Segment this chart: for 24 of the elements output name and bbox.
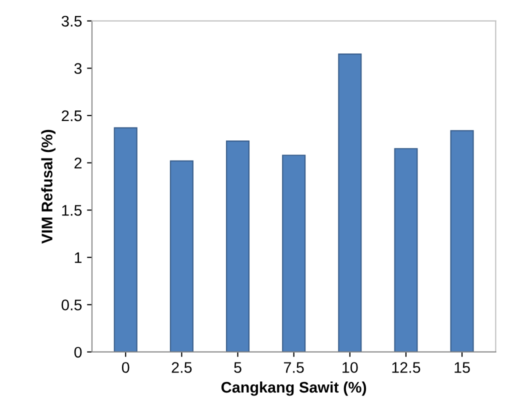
x-axis-title: Cangkang Sawit (%) bbox=[221, 381, 366, 396]
x-tick-label: 12.5 bbox=[392, 362, 420, 373]
bar bbox=[114, 127, 138, 352]
x-tick-label: 7.5 bbox=[284, 362, 304, 373]
x-tick-label: 15 bbox=[454, 362, 470, 373]
y-tick-label: 2.5 bbox=[62, 110, 82, 122]
bar bbox=[170, 160, 194, 352]
bar bbox=[338, 53, 362, 352]
bar bbox=[450, 130, 474, 352]
y-tick-label: 3 bbox=[74, 63, 82, 74]
x-tick-label: 10 bbox=[342, 362, 358, 373]
y-tick-label: 3.5 bbox=[62, 16, 82, 27]
bar bbox=[226, 140, 250, 352]
y-tick-label: 0.5 bbox=[62, 300, 82, 310]
x-tick-label: 0 bbox=[122, 362, 130, 373]
x-tick-label: 2.5 bbox=[172, 362, 192, 373]
bar bbox=[394, 148, 418, 352]
y-tick-label: 1.5 bbox=[62, 205, 82, 216]
y-tick-label: 0 bbox=[74, 346, 82, 358]
y-tick-label: 1 bbox=[74, 252, 82, 263]
x-tick-label: 5 bbox=[234, 362, 242, 373]
y-tick-label: 2 bbox=[74, 158, 82, 168]
y-axis-title: VIM Refusal (%) bbox=[41, 130, 56, 244]
bar bbox=[282, 154, 306, 352]
